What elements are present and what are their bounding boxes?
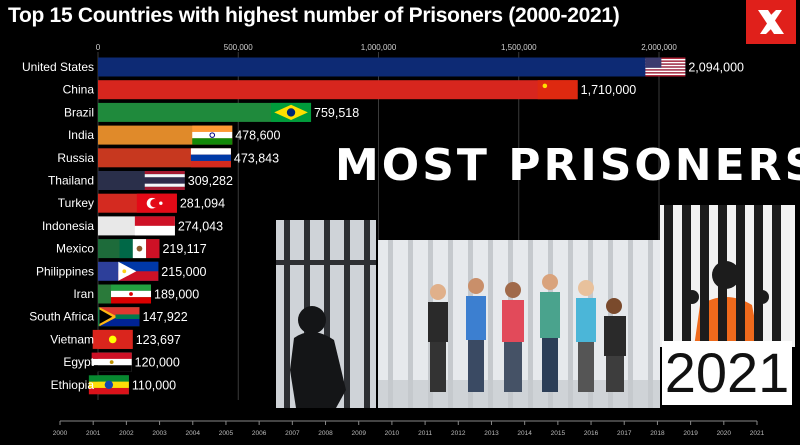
value-label: 2,094,000 bbox=[688, 61, 744, 75]
category-label: India bbox=[68, 128, 94, 142]
x-tick-label: 500,000 bbox=[224, 43, 253, 52]
category-label: Ethiopia bbox=[51, 378, 95, 392]
x-tick-label: 1,000,000 bbox=[361, 43, 397, 52]
value-label: 1,710,000 bbox=[581, 83, 637, 97]
category-label: Iran bbox=[73, 287, 94, 301]
headline-overlay: MOST PRISONERS bbox=[335, 140, 800, 191]
timeline-label: 2020 bbox=[717, 430, 732, 437]
flag-iran bbox=[111, 285, 151, 304]
timeline-label: 2016 bbox=[584, 430, 599, 437]
flag-ethiopia bbox=[89, 375, 129, 394]
value-label: 123,697 bbox=[136, 333, 181, 347]
timeline-label: 2003 bbox=[152, 430, 167, 437]
value-label: 120,000 bbox=[135, 356, 180, 370]
flag-south-africa bbox=[99, 307, 139, 326]
timeline-label: 2017 bbox=[617, 430, 632, 437]
bar-row: Iran 189,000 bbox=[73, 285, 199, 304]
x-tick-label: 0 bbox=[96, 43, 101, 52]
flag-egypt bbox=[92, 353, 132, 372]
category-label: Turkey bbox=[58, 196, 94, 210]
value-label: 274,043 bbox=[178, 219, 223, 233]
value-label: 478,600 bbox=[235, 129, 280, 143]
timeline-label: 2006 bbox=[252, 430, 267, 437]
timeline-label: 2013 bbox=[484, 430, 499, 437]
flag-india bbox=[192, 126, 232, 145]
flag-brazil bbox=[271, 103, 311, 122]
category-label: United States bbox=[22, 60, 94, 74]
prisoners-group-image bbox=[378, 240, 660, 408]
category-label: Egypt bbox=[63, 355, 94, 369]
year-stamp: 2021 bbox=[662, 341, 792, 405]
flag-turkey bbox=[137, 194, 177, 213]
category-label: Thailand bbox=[48, 174, 94, 188]
timeline-label: 2009 bbox=[351, 430, 366, 437]
value-label: 281,094 bbox=[180, 197, 225, 211]
timeline-label: 2005 bbox=[219, 430, 234, 437]
timeline-label: 2012 bbox=[451, 430, 466, 437]
timeline-label: 2008 bbox=[318, 430, 333, 437]
flag-philippines bbox=[118, 262, 158, 281]
value-label: 147,922 bbox=[142, 310, 187, 324]
timeline-label: 2018 bbox=[650, 430, 665, 437]
x-tick-label: 2,000,000 bbox=[641, 43, 677, 52]
bar-row: Russia 473,843 bbox=[57, 148, 279, 167]
bar bbox=[98, 80, 578, 99]
category-label: Indonesia bbox=[42, 219, 94, 233]
timeline-label: 2000 bbox=[53, 430, 68, 437]
category-label: Philippines bbox=[36, 264, 94, 278]
flag-mexico bbox=[119, 239, 159, 258]
bar-row: Egypt 120,000 bbox=[63, 353, 180, 372]
bar-row: South Africa 147,922 bbox=[29, 307, 187, 326]
timeline-label: 2004 bbox=[186, 430, 201, 437]
x-tick-label: 1,500,000 bbox=[501, 43, 537, 52]
value-label: 219,117 bbox=[162, 242, 206, 256]
bar-row: Mexico 219,117 bbox=[56, 239, 207, 258]
timeline-label: 2007 bbox=[285, 430, 300, 437]
timeline-label: 2019 bbox=[683, 430, 698, 437]
prisoner-behind-bars-image bbox=[660, 205, 795, 347]
flag-vietnam bbox=[93, 330, 133, 349]
timeline-label: 2011 bbox=[418, 430, 432, 437]
value-label: 215,000 bbox=[161, 265, 206, 279]
flag-usa bbox=[645, 58, 685, 77]
bar-row: Ethiopia 110,000 bbox=[51, 375, 177, 394]
chart-title: Top 15 Countries with highest number of … bbox=[8, 4, 619, 28]
bar-row: China 1,710,000 bbox=[63, 80, 637, 99]
timeline-label: 2001 bbox=[86, 430, 101, 437]
bar-row: Vietnam 123,697 bbox=[50, 330, 181, 349]
category-label: Brazil bbox=[64, 105, 94, 119]
flag-indonesia bbox=[135, 216, 175, 235]
bar-row: India 478,600 bbox=[68, 126, 281, 145]
bar-row: United States 2,094,000 bbox=[22, 58, 744, 77]
category-label: Mexico bbox=[56, 242, 94, 256]
category-label: Vietnam bbox=[50, 332, 94, 346]
timeline-label: 2010 bbox=[385, 430, 400, 437]
category-label: China bbox=[63, 83, 95, 97]
flag-china bbox=[538, 80, 578, 99]
value-label: 473,843 bbox=[234, 151, 279, 165]
timeline-label: 2015 bbox=[551, 430, 566, 437]
bar-row: Indonesia 274,043 bbox=[42, 216, 223, 235]
category-label: Russia bbox=[57, 151, 94, 165]
bar-row: Brazil 759,518 bbox=[64, 103, 359, 122]
timeline: 2000 2001 2002 2003 2004 2005 2006 2007 2008 2009… bbox=[53, 421, 765, 437]
prisoner-silhouette-image bbox=[276, 220, 376, 408]
bar-row: Thailand 309,282 bbox=[48, 171, 233, 190]
timeline-label: 2021 bbox=[750, 430, 765, 437]
value-label: 309,282 bbox=[188, 174, 233, 188]
flag-thailand bbox=[145, 171, 185, 190]
flag-russia bbox=[191, 148, 231, 167]
bar-row: Turkey 281,094 bbox=[58, 194, 225, 213]
value-label: 189,000 bbox=[154, 288, 199, 302]
category-label: South Africa bbox=[29, 310, 94, 324]
bar-row: Philippines 215,000 bbox=[36, 262, 207, 281]
value-label: 110,000 bbox=[132, 378, 176, 392]
bar bbox=[98, 58, 685, 77]
timeline-label: 2014 bbox=[517, 430, 532, 437]
brand-logo bbox=[746, 0, 796, 44]
value-label: 759,518 bbox=[314, 106, 359, 120]
timeline-label: 2002 bbox=[119, 430, 134, 437]
